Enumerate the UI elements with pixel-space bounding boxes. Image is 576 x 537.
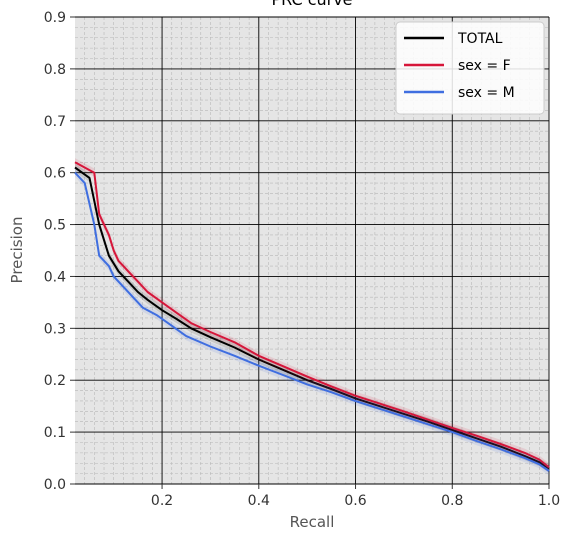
legend: TOTAL sex = F sex = M [395,21,545,115]
y-tick-label: 0.8 [44,62,66,78]
x-tick-label: 0.8 [441,493,463,509]
y-tick-label: 0.0 [44,477,66,493]
chart-title: PRC curve [271,0,352,9]
x-tick-label: 0.6 [344,493,366,509]
y-tick-label: 0.5 [44,218,66,234]
series-line [74,161,550,469]
legend-label: sex = M [458,85,515,101]
y-tick-label: 0.7 [44,114,66,130]
y-axis-label: Precision [8,217,26,284]
y-tick-label: 0.6 [44,166,66,182]
y-tick-label: 0.2 [44,373,66,389]
y-tick-label: 0.9 [44,10,66,26]
legend-label: TOTAL [457,31,503,47]
y-tick-label: 0.3 [44,321,66,337]
x-tick-label: 0.4 [248,493,270,509]
series-layer [74,158,550,476]
legend-label: sex = F [458,58,511,74]
x-tick-label: 0.2 [151,493,173,509]
series-line [74,172,550,472]
x-tick-label: 1.0 [538,493,560,509]
series-band [75,163,549,473]
x-axis-label: Recall [290,513,335,531]
y-tick-label: 0.4 [44,269,66,285]
y-tick-label: 0.1 [44,425,66,441]
axes-layer: 0.2 0.4 0.6 0.8 1.0 0.0 0.1 0.2 0.3 0.4 0.5 0.6 0.7 0… [44,10,560,509]
series-band [75,168,549,476]
series-line [74,166,550,470]
